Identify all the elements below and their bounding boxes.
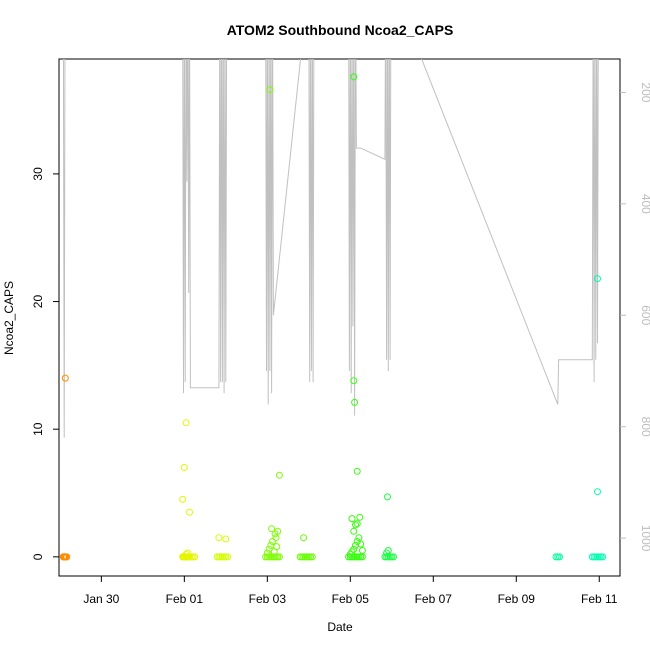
data-point (352, 521, 359, 529)
data-point (308, 553, 316, 561)
y-tick-label: 0 (31, 553, 45, 560)
data-point (273, 543, 281, 551)
data-point (356, 513, 364, 521)
data-point (267, 541, 275, 549)
data-point (266, 86, 274, 94)
x-tick-label: Feb 09 (498, 592, 536, 606)
right-tick-label: 600 (639, 305, 650, 325)
x-tick-label: Feb 11 (581, 592, 618, 606)
data-point (358, 547, 366, 554)
x-tick-label: Feb 07 (415, 592, 453, 606)
data-point (350, 377, 358, 385)
data-point (348, 515, 356, 523)
data-point (224, 553, 232, 561)
data-point (191, 553, 199, 561)
data-point (350, 73, 358, 81)
data-point (63, 553, 71, 561)
right-tick-label: 200 (639, 82, 650, 102)
data-point (275, 471, 283, 479)
data-point (184, 549, 192, 557)
x-tick-label: Feb 05 (332, 592, 370, 606)
data-point (179, 495, 187, 503)
data-point (272, 534, 280, 542)
right-tick-label: 400 (639, 194, 650, 214)
data-point (352, 541, 359, 549)
x-axis-label: Date (327, 620, 353, 634)
data-point (350, 527, 358, 535)
right-tick-label: 1000 (639, 525, 650, 552)
data-point (390, 553, 397, 561)
data-point (355, 534, 363, 542)
axes-layer: Jan 30 Feb 01 Feb 03 Feb 05 Feb 07 Feb 09 Feb … (31, 82, 650, 606)
points-layer (59, 73, 607, 561)
right-tick-label: 800 (639, 417, 650, 437)
x-tick-label: Feb 01 (166, 592, 204, 606)
x-tick-label: Feb 03 (249, 592, 287, 606)
data-point (353, 467, 361, 475)
data-point (222, 535, 230, 543)
data-point (268, 525, 276, 533)
data-point (269, 538, 276, 545)
data-point (594, 488, 601, 496)
data-point (353, 520, 361, 528)
data-point (180, 464, 188, 471)
data-point (357, 540, 365, 548)
data-point (61, 374, 69, 382)
data-point (263, 549, 271, 557)
data-point (182, 419, 190, 427)
y-tick-label: 10 (31, 422, 45, 436)
data-point (384, 493, 391, 501)
y-axis-label: Ncoa2_CAPS (2, 281, 16, 355)
data-point (300, 534, 308, 542)
y-tick-label: 30 (31, 167, 45, 181)
data-point (182, 550, 190, 558)
data-point (384, 547, 392, 554)
plot-frame (58, 58, 621, 577)
data-point (594, 275, 601, 283)
data-point (350, 545, 358, 553)
data-point (275, 553, 283, 561)
data-point (556, 553, 563, 561)
data-point (215, 534, 223, 542)
data-point (599, 553, 607, 561)
data-point (186, 508, 193, 516)
data-point (271, 530, 279, 538)
y-tick-label: 20 (31, 295, 45, 309)
chart-title: ATOM2 Southbound Ncoa2_CAPS (227, 22, 454, 38)
x-tick-label: Jan 30 (83, 592, 119, 606)
depth-track-line (62, 59, 599, 438)
data-point (351, 398, 359, 406)
depth-track-layer (62, 59, 599, 438)
